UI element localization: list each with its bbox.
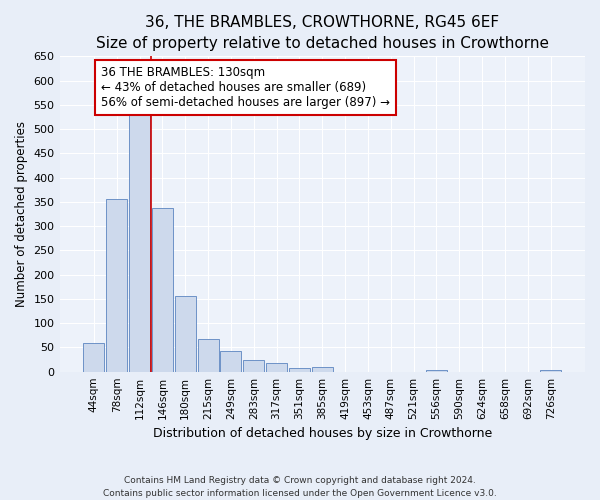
Y-axis label: Number of detached properties: Number of detached properties (15, 121, 28, 307)
Bar (266, 364, 287, 372)
Bar (312, 367, 333, 372)
Bar (243, 360, 264, 372)
Bar (289, 368, 310, 372)
X-axis label: Distribution of detached houses by size in Crowthorne: Distribution of detached houses by size … (152, 427, 492, 440)
Text: Contains HM Land Registry data © Crown copyright and database right 2024.
Contai: Contains HM Land Registry data © Crown c… (103, 476, 497, 498)
Bar (220, 352, 241, 372)
Bar (197, 339, 218, 372)
Bar (426, 370, 447, 372)
Bar (129, 110, 150, 372)
Title: 36, THE BRAMBLES, CROWTHORNE, RG45 6EF
Size of property relative to detached hou: 36, THE BRAMBLES, CROWTHORNE, RG45 6EF S… (96, 15, 549, 51)
Bar (540, 370, 561, 372)
Bar (83, 342, 104, 372)
Text: 36 THE BRAMBLES: 130sqm
← 43% of detached houses are smaller (689)
56% of semi-d: 36 THE BRAMBLES: 130sqm ← 43% of detache… (101, 66, 390, 109)
Bar (152, 208, 173, 372)
Bar (106, 200, 127, 372)
Bar (175, 296, 196, 372)
